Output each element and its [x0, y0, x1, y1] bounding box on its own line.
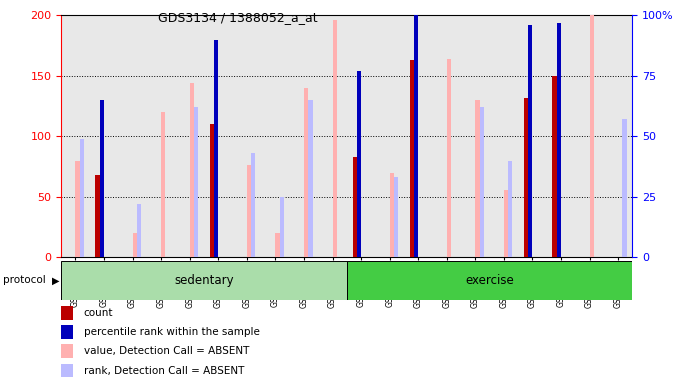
Bar	[61, 261, 347, 300]
Bar	[61, 306, 73, 320]
Bar	[528, 25, 532, 257]
Text: protocol: protocol	[3, 275, 46, 285]
Bar	[194, 107, 199, 257]
Bar	[61, 364, 73, 377]
Bar	[75, 161, 80, 257]
Bar	[308, 100, 313, 257]
Bar	[479, 107, 484, 257]
Bar	[590, 0, 594, 257]
Bar	[333, 20, 337, 257]
Bar	[80, 139, 84, 257]
Bar	[504, 190, 508, 257]
Bar	[251, 153, 256, 257]
Bar	[209, 124, 214, 257]
Bar	[275, 233, 279, 257]
Text: sedentary: sedentary	[174, 274, 234, 287]
Bar	[409, 60, 414, 257]
Bar	[61, 325, 73, 339]
Bar	[137, 204, 141, 257]
Bar	[304, 88, 308, 257]
Bar	[190, 83, 194, 257]
Bar	[552, 76, 557, 257]
Bar	[133, 233, 137, 257]
Text: exercise: exercise	[465, 274, 514, 287]
Bar	[61, 344, 73, 358]
Bar	[352, 157, 357, 257]
Bar	[475, 100, 479, 257]
Bar	[447, 59, 451, 257]
Bar	[508, 161, 513, 257]
Bar	[247, 166, 251, 257]
Bar	[557, 23, 561, 257]
Bar	[100, 100, 104, 257]
Bar	[357, 71, 361, 257]
Bar	[95, 175, 100, 257]
Bar	[394, 177, 398, 257]
Text: GDS3134 / 1388052_a_at: GDS3134 / 1388052_a_at	[158, 12, 318, 25]
Bar	[214, 40, 218, 257]
Bar	[390, 173, 394, 257]
Bar	[524, 98, 528, 257]
Bar	[414, 15, 418, 257]
Bar	[622, 119, 627, 257]
Bar	[161, 112, 165, 257]
Bar	[279, 197, 284, 257]
Bar	[347, 261, 632, 300]
Text: value, Detection Call = ABSENT: value, Detection Call = ABSENT	[84, 346, 249, 356]
Text: rank, Detection Call = ABSENT: rank, Detection Call = ABSENT	[84, 366, 244, 376]
Text: ▶: ▶	[52, 275, 60, 285]
Text: count: count	[84, 308, 113, 318]
Text: percentile rank within the sample: percentile rank within the sample	[84, 327, 260, 337]
